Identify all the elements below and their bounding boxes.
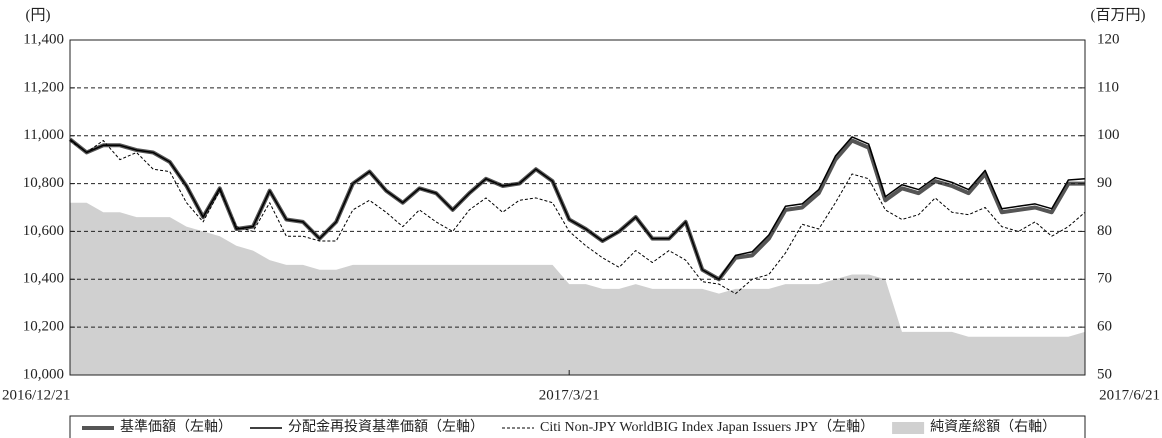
y2-tick-label: 70 xyxy=(1097,271,1112,287)
area xyxy=(70,202,1085,375)
y2-tick-label: 90 xyxy=(1097,175,1112,191)
y-tick-label: 11,400 xyxy=(23,31,64,47)
y2-tick-label: 50 xyxy=(1097,366,1112,382)
legend-label: 純資産総額（右軸） xyxy=(930,419,1056,435)
y2-tick-label: 120 xyxy=(1097,31,1120,47)
y-tick-label: 10,600 xyxy=(23,223,64,239)
y-tick-label: 11,200 xyxy=(23,79,64,95)
legend-swatch xyxy=(892,422,925,434)
line xyxy=(69,140,1086,295)
y-tick-label: 10,200 xyxy=(23,319,64,335)
legend-label: 分配金再投資基準価額（左軸） xyxy=(288,418,484,435)
plot-frame xyxy=(69,39,1086,376)
x-tick-label: 2016/12/21 xyxy=(2,387,70,403)
legend-label: Citi Non-JPY WorldBIG Index Japan Issuer… xyxy=(540,419,874,435)
y-tick-label: 10,000 xyxy=(23,366,64,382)
line xyxy=(69,136,1086,281)
y2-tick-label: 80 xyxy=(1097,223,1112,239)
y2-axis-unit: (百万円) xyxy=(1091,7,1146,23)
x-tick-label: 2017/3/21 xyxy=(539,387,600,403)
legend-box xyxy=(69,415,1086,438)
y-axis-unit: (円) xyxy=(26,7,51,23)
y-tick-label: 10,800 xyxy=(23,175,64,191)
y-tick-label: 11,000 xyxy=(23,127,64,143)
y-tick-label: 10,400 xyxy=(23,271,64,287)
y2-tick-label: 60 xyxy=(1097,319,1112,335)
y2-tick-label: 110 xyxy=(1097,79,1119,95)
y2-tick-label: 100 xyxy=(1097,127,1120,143)
legend-label: 基準価額（左軸） xyxy=(120,418,232,435)
x-tick-label: 2017/6/21 xyxy=(1099,387,1160,403)
